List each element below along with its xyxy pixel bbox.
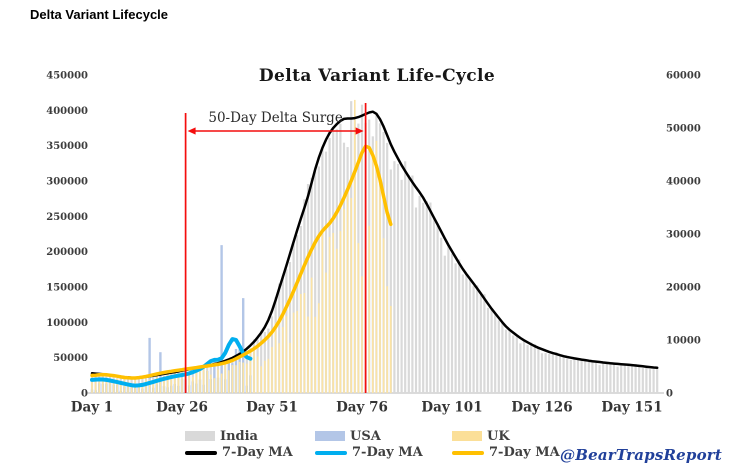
svg-text:Day 126: Day 126 [511,400,572,416]
svg-text:50000: 50000 [666,124,701,135]
svg-text:250000: 250000 [46,212,88,223]
svg-text:40000: 40000 [666,177,701,188]
svg-text:Day 76: Day 76 [336,400,388,416]
usa-ma-line-swatch [315,451,347,455]
svg-text:0: 0 [81,389,88,400]
usa-7-day-ma-line [90,337,253,388]
svg-text:Day 101: Day 101 [421,400,482,416]
legend-label: 7-Day MA [352,445,423,460]
legend-item-usa: USA [315,428,381,445]
chart-title: Delta Variant Life-Cycle [259,66,495,86]
svg-text:30000: 30000 [666,230,701,241]
x-axis-labels: Day 1 Day 26 Day 51 Day 76 Day 101 Day 126 Day… [71,400,663,416]
india-ma-line-swatch [185,451,217,455]
svg-text:150000: 150000 [46,283,88,294]
svg-text:10000: 10000 [666,336,701,347]
india-7-day-ma-line [90,110,659,380]
legend-label: 7-Day MA [489,445,560,460]
india-daily-bars [90,101,659,394]
legend-label: UK [487,429,510,444]
legend-item-uk-ma: 7-Day MA [452,444,560,461]
page-title: Delta Variant Lifecycle [30,7,169,22]
svg-text:400000: 400000 [46,106,88,117]
uk-bar-swatch [452,431,482,441]
right-axis-labels: 60000 50000 40000 30000 20000 10000 0 [666,71,701,400]
left-axis-labels: 450000 400000 350000 300000 250000 200000 1500… [46,71,88,400]
svg-text:Day 26: Day 26 [156,400,208,416]
legend-item-india: India [185,428,258,445]
svg-text:50000: 50000 [53,353,88,364]
surge-annotation: 50-Day Delta Surge [184,103,367,393]
svg-text:Day 151: Day 151 [601,400,662,416]
svg-text:350000: 350000 [46,141,88,152]
legend-label: India [220,429,258,444]
svg-text:Day 1: Day 1 [71,400,113,416]
svg-text:200000: 200000 [46,247,88,258]
beartraps-watermark: @BearTrapsReport [560,446,723,464]
legend-item-uk: UK [452,428,510,445]
legend-item-india-ma: 7-Day MA [185,444,293,461]
svg-text:20000: 20000 [666,283,701,294]
legend-label: 7-Day MA [222,445,293,460]
surge-annotation-label: 50-Day Delta Surge [208,110,342,126]
usa-bar-swatch [315,431,345,441]
svg-text:100000: 100000 [46,318,88,329]
legend-label: USA [350,429,381,444]
svg-text:0: 0 [666,389,673,400]
uk-ma-line-swatch [452,451,484,455]
india-bar-swatch [185,431,215,441]
uk-7-day-ma-line [90,144,393,380]
legend-item-usa-ma: 7-Day MA [315,444,423,461]
svg-text:60000: 60000 [666,71,701,82]
svg-text:Day 51: Day 51 [246,400,298,416]
svg-text:300000: 300000 [46,177,88,188]
svg-text:450000: 450000 [46,71,88,82]
